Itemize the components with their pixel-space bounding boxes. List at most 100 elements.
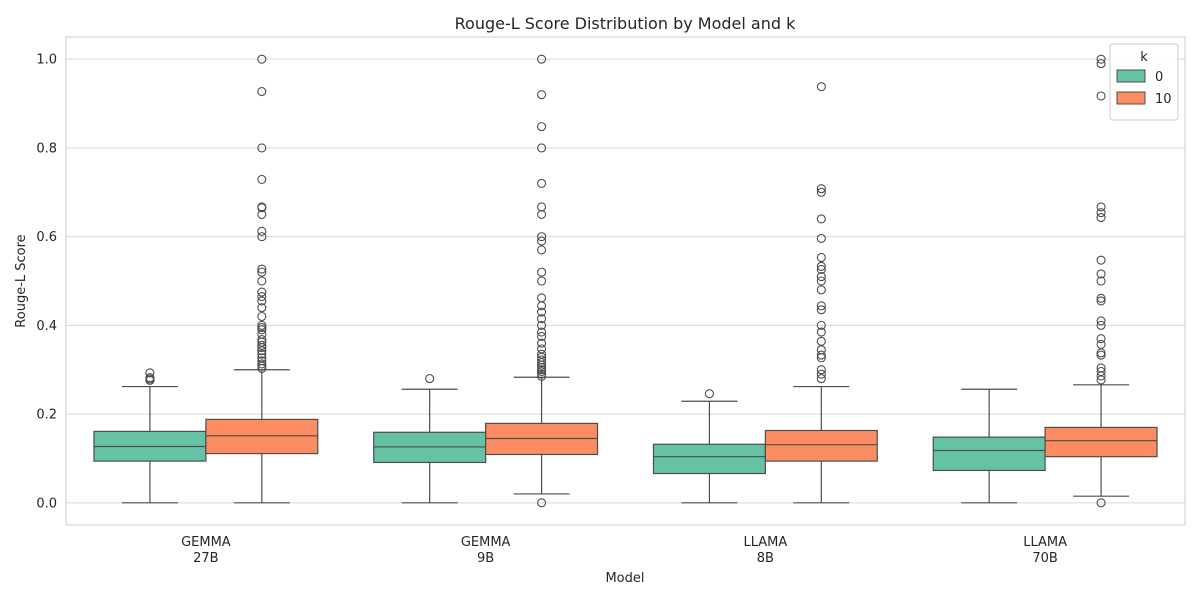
- legend-entry-label: 0: [1155, 70, 1163, 85]
- outlier-point: [1096, 296, 1106, 306]
- outlier-point: [816, 365, 826, 375]
- outlier-point: [145, 373, 155, 383]
- outlier-point: [1096, 363, 1106, 373]
- outlier-point: [537, 143, 547, 153]
- outlier-point: [1096, 59, 1106, 69]
- outlier-point: [257, 202, 267, 212]
- iqr-box: [205, 418, 319, 455]
- plot-area-border: [65, 36, 1186, 526]
- outlier-point: [145, 368, 155, 378]
- outlier-point: [1096, 213, 1106, 223]
- outlier-point: [537, 369, 547, 379]
- outlier-point: [537, 365, 547, 375]
- box-group: [652, 389, 766, 504]
- y-axis-label: Rouge-L Score: [14, 234, 29, 327]
- outlier-point: [816, 301, 826, 311]
- outlier-point: [1096, 320, 1106, 330]
- outlier-point: [257, 54, 267, 64]
- outlier-point: [257, 276, 267, 286]
- box-group: [485, 54, 599, 508]
- x-tick-label: GEMMA: [181, 535, 231, 550]
- outlier-point: [425, 374, 435, 384]
- x-tick-label: 9B: [477, 551, 494, 566]
- outlier-point: [816, 264, 826, 275]
- box-group: [932, 388, 1046, 504]
- outlier-point: [537, 202, 547, 212]
- legend: k 0 10: [1109, 43, 1179, 121]
- legend-title: k: [1140, 50, 1148, 65]
- outlier-point: [1096, 269, 1106, 279]
- outlier-point: [537, 178, 547, 188]
- outlier-point: [816, 272, 826, 282]
- iqr-box: [932, 436, 1046, 472]
- outlier-point: [257, 323, 267, 333]
- outlier-point: [537, 276, 547, 286]
- outlier-point: [816, 187, 826, 197]
- iqr-box: [652, 443, 766, 475]
- outlier-point: [1096, 202, 1106, 212]
- outlier-point: [257, 311, 267, 322]
- outlier-point: [1096, 350, 1106, 360]
- outlier-point: [537, 327, 547, 337]
- outlier-point: [1096, 293, 1106, 303]
- outlier-point: [537, 331, 547, 342]
- y-tick-label: 0.2: [36, 408, 57, 423]
- outlier-point: [257, 232, 267, 242]
- outlier-point: [537, 267, 547, 277]
- outlier-point: [537, 371, 547, 381]
- outlier-point: [816, 369, 826, 379]
- outlier-point: [257, 296, 267, 306]
- outlier-point: [257, 287, 267, 297]
- outlier-point: [1096, 316, 1106, 326]
- outlier-point: [257, 359, 267, 369]
- box-group: [764, 82, 878, 504]
- outlier-point: [537, 344, 547, 354]
- outlier-point: [816, 82, 826, 92]
- outlier-point: [257, 143, 267, 153]
- outlier-point: [257, 349, 267, 359]
- outlier-point: [537, 90, 547, 100]
- outlier-point: [816, 305, 826, 315]
- outlier-point: [816, 350, 826, 360]
- outlier-point: [537, 307, 547, 317]
- outlier-point: [257, 356, 267, 366]
- outlier-point: [1096, 54, 1106, 64]
- outlier-point: [816, 261, 826, 271]
- outlier-point: [816, 320, 826, 330]
- outlier-point: [1096, 255, 1106, 265]
- outlier-point: [257, 320, 267, 330]
- outlier-point: [257, 335, 267, 345]
- outlier-point: [816, 184, 826, 194]
- box-group: [1044, 54, 1158, 508]
- outlier-point: [537, 314, 547, 324]
- outlier-point: [816, 252, 826, 263]
- box-series: [93, 54, 1158, 508]
- legend-swatch: [1116, 69, 1146, 83]
- legend-entry-label: 10: [1155, 92, 1172, 107]
- outlier-point: [1096, 276, 1106, 286]
- y-tick-label: 0.8: [36, 141, 57, 156]
- outlier-point: [257, 325, 267, 335]
- outlier-point: [537, 293, 547, 303]
- y-tick-label: 0.6: [36, 230, 57, 245]
- outlier-point: [537, 320, 547, 330]
- y-tick-label: 1.0: [36, 53, 57, 68]
- outlier-point: [1096, 208, 1106, 218]
- y-tick-label: 0.4: [36, 319, 57, 334]
- outlier-point: [816, 336, 826, 346]
- iqr-box: [1044, 426, 1158, 458]
- x-tick-label: 8B: [757, 551, 774, 566]
- outlier-point: [816, 327, 826, 337]
- outlier-point: [257, 291, 267, 302]
- outlier-point: [816, 233, 826, 243]
- x-axis-label: Model: [605, 571, 644, 586]
- box-group: [205, 54, 319, 504]
- box-group: [93, 368, 207, 504]
- outlier-point: [816, 214, 826, 224]
- outlier-point: [1096, 366, 1106, 377]
- x-tick-label: LLAMA: [1023, 535, 1067, 550]
- outlier-point: [257, 264, 267, 274]
